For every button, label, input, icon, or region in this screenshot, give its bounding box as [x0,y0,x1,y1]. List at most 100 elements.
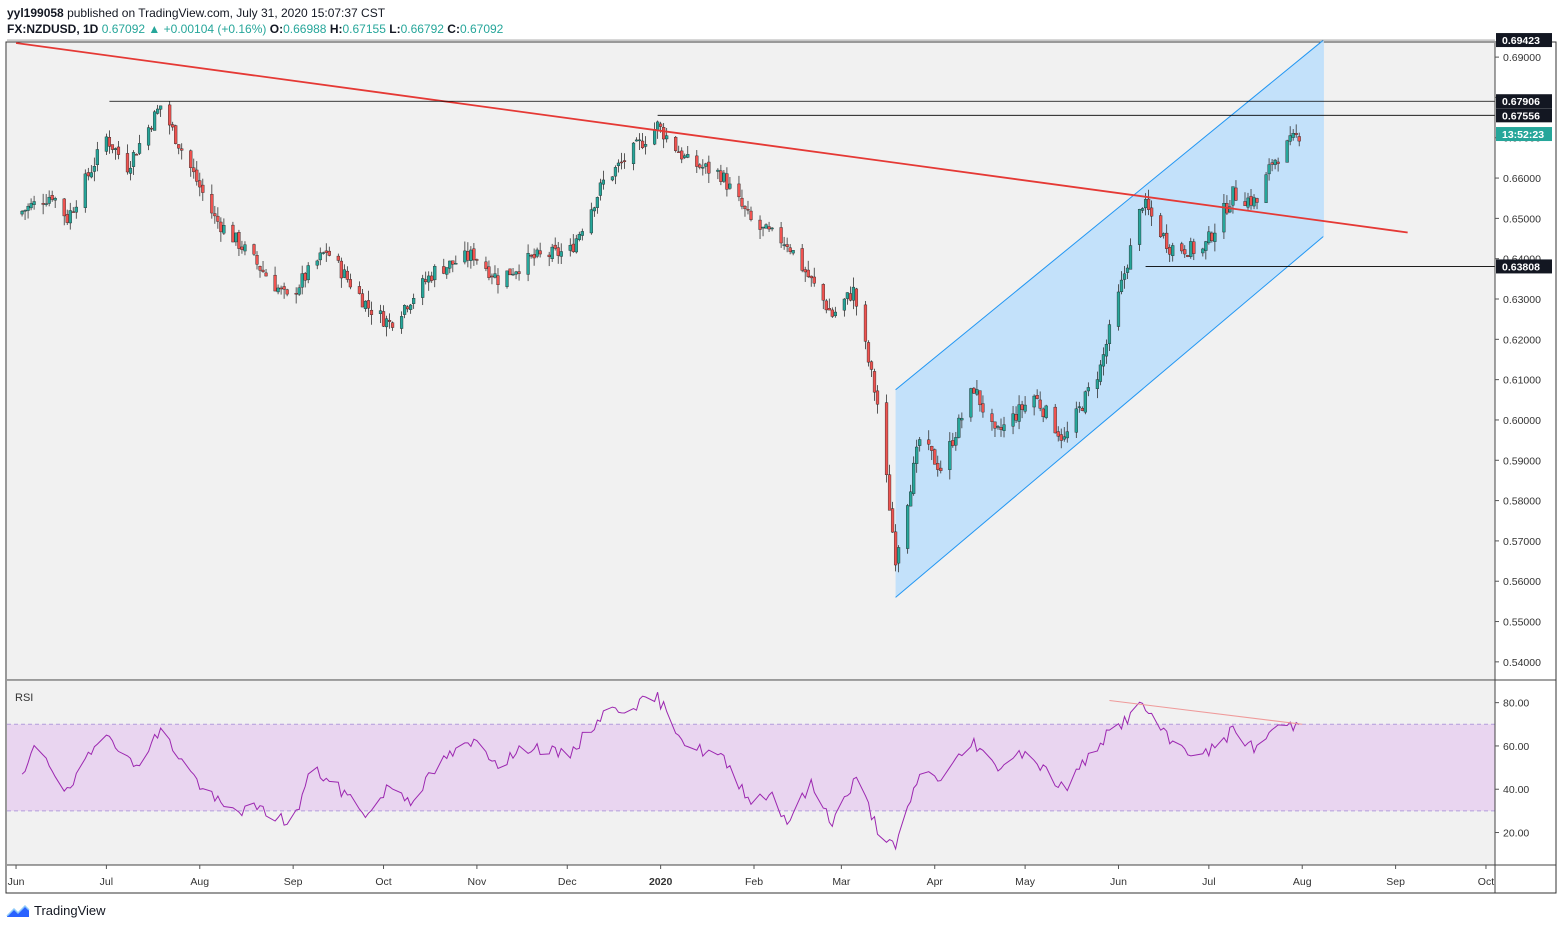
price-scale[interactable]: 0.690000.680000.670000.660000.650000.640… [1495,33,1552,669]
candle-up [445,267,449,275]
candle-up [842,298,846,311]
candle-up [896,547,901,564]
candle-up [559,251,563,257]
publisher-name[interactable]: yyl199058 [7,6,64,20]
candle-up [131,152,136,167]
candle-up [1222,203,1226,233]
candle-down [571,243,575,252]
candles-group [20,101,1301,573]
candle-down [496,275,500,285]
price-tick-label: 0.54000 [1503,657,1541,669]
candle-up [1267,164,1271,175]
candle-up [1137,209,1142,245]
parallel-channel-fill[interactable] [895,40,1324,598]
time-tick-label: Sep [284,876,303,888]
candle-down [216,215,220,222]
candle-down [348,279,352,288]
candle-down [674,136,678,151]
candle-down [345,270,349,280]
candle-up [656,121,660,131]
rsi-divergence-line[interactable] [1109,699,1303,725]
candle-down [360,293,365,308]
candle-down [981,403,985,413]
candle-up [1213,232,1217,242]
candle-up [1101,354,1106,367]
candle-up [427,275,431,283]
candle-down [252,244,256,255]
candle-up [665,135,669,140]
rsi-line[interactable] [21,692,1300,851]
time-tick-label: Jun [8,876,25,888]
candle-up [1204,241,1208,251]
candle-up [92,166,96,172]
candle-down [622,160,627,163]
symbol-label[interactable]: FX:NZDUSD, 1D [7,22,99,36]
candle-up [1273,159,1277,166]
candle-down [71,211,75,213]
candle-down [110,144,115,150]
candle-up [631,142,636,165]
candle-up [306,265,310,281]
time-scale[interactable]: Jun Jul Aug Sep Oct Nov Dec 2020 Feb Mar Apr May Jun… [8,865,1495,888]
candle-down [240,246,244,250]
candle-up [234,232,238,243]
candle-down [484,261,488,269]
candle-down [466,251,470,261]
candle-down [213,213,217,217]
candle-up [29,203,33,209]
candle-down [294,293,298,295]
candle-up [716,169,720,172]
price-tick-label: 0.58000 [1503,496,1541,508]
candle-down [1249,195,1253,206]
candle-down [273,274,277,292]
candle-down [800,248,804,271]
candle-up [1252,197,1256,207]
candle-down [195,169,199,182]
candle-up [222,225,226,234]
channel-upper-line[interactable] [895,39,1324,391]
candle-down [936,463,940,470]
candle-down [746,209,750,211]
candle-down [677,151,681,153]
candle-down [1053,406,1057,434]
candle-down [192,167,196,173]
candle-up [1162,233,1166,236]
candle-down [875,390,880,405]
candle-down [1294,133,1298,135]
candle-up [580,231,584,236]
channel-lower-line[interactable] [895,236,1324,598]
rsi-scale[interactable]: 80.00 60.00 40.00 20.00 [1495,698,1529,840]
candle-up [833,311,837,317]
candle-down [180,148,184,151]
candle-up [1143,199,1148,209]
footer-brand[interactable]: TradingView [6,903,106,918]
candle-down [1243,201,1247,206]
time-tick-label: 2020 [649,876,673,888]
candle-up [1231,186,1235,206]
candle-down [532,254,536,259]
resistance-trendline[interactable] [15,42,1408,234]
rsi-band [7,724,1495,811]
candle-down [927,439,931,445]
candle-up [683,155,687,158]
candle-up [764,224,768,229]
candle-up [770,227,774,230]
candle-up [616,162,621,167]
candle-up [318,252,322,261]
candle-up [613,167,618,177]
candle-up [128,167,133,174]
candle-down [1014,414,1018,421]
candle-down [806,269,810,277]
rsi-title: RSI [15,692,33,704]
candle-up [589,209,593,234]
price-tick-label: 0.62000 [1503,334,1541,346]
candle-down [237,232,241,249]
candle-up [701,167,705,169]
candle-up [1104,343,1109,357]
tradingview-logo-icon [6,904,30,917]
candle-down [134,154,139,156]
candle-down [231,224,235,243]
candle-down [381,311,386,327]
candle-up [918,439,922,446]
